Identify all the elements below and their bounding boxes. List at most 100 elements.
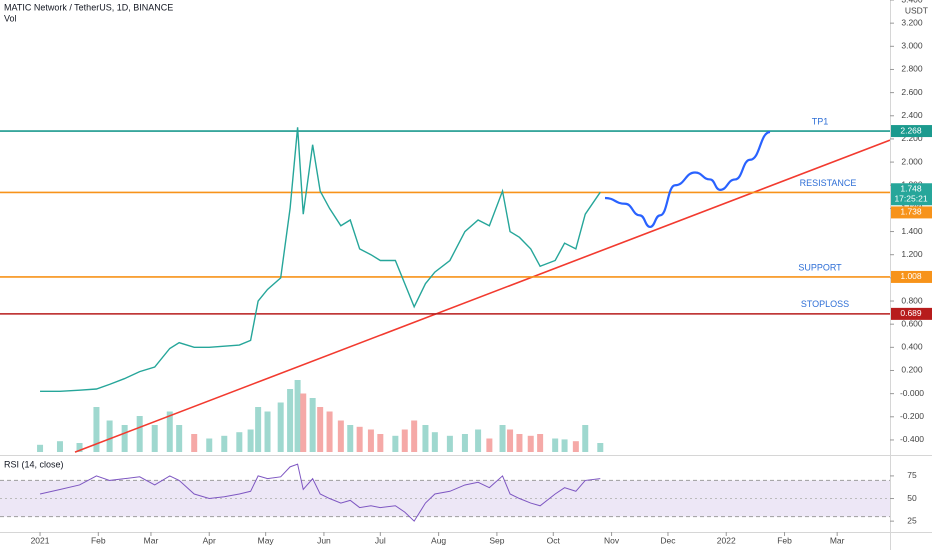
volume-bar [392, 435, 399, 452]
volume-bar [356, 426, 363, 452]
last-price-box [891, 183, 932, 206]
volume-bar [309, 398, 316, 452]
y-tick-label: 2.000 [901, 156, 923, 166]
volume-bar [507, 429, 514, 452]
volume-bar [461, 434, 468, 452]
level-price-box [891, 307, 932, 320]
y-tick-label: 2.600 [901, 87, 923, 97]
y-tick-label: -0.000 [900, 388, 924, 398]
chart-title: MATIC Network / TetherUS, 1D, BINANCE [4, 2, 173, 12]
y-tick-label: -0.400 [900, 434, 924, 444]
volume-bar [537, 434, 544, 452]
volume-bar [236, 432, 243, 452]
volume-bar [317, 407, 324, 452]
y-tick-label: 1.400 [901, 226, 923, 236]
y-tick-label: 2.200 [901, 133, 923, 143]
x-tick-label: Mar [144, 535, 159, 545]
volume-bar [264, 411, 271, 452]
y-tick-label: 3.000 [901, 41, 923, 51]
x-tick-label: 2022 [717, 535, 736, 545]
volume-bar [37, 444, 44, 452]
rsi-tick-label: 75 [907, 470, 917, 480]
volume-bar [367, 429, 374, 452]
rsi-tick-label: 25 [907, 515, 917, 525]
volume-bar [294, 380, 301, 452]
countdown-label: 17:25:21 [894, 194, 927, 204]
volume-bar [486, 438, 493, 452]
y-tick-label: 2.800 [901, 64, 923, 74]
x-tick-label: Jun [317, 535, 331, 545]
y-tick-label: 0.200 [901, 365, 923, 375]
y-tick-label: -0.200 [900, 411, 924, 421]
volume-bar [76, 443, 83, 452]
level-label: STOPLOSS [801, 299, 849, 309]
x-tick-label: Jul [375, 535, 386, 545]
x-tick-label: Feb [91, 535, 106, 545]
volume-bar [326, 411, 333, 452]
rsi-line [39, 463, 601, 522]
projection-curve [604, 130, 771, 229]
currency-label: USDT [905, 5, 928, 15]
volume-bar [121, 425, 128, 452]
x-tick-label: Sep [489, 535, 504, 545]
volume-bar [337, 420, 344, 452]
level-label: TP1 [812, 116, 829, 126]
volume-bar [475, 429, 482, 452]
y-tick-label: 3.400 [901, 0, 923, 4]
level-label: SUPPORT [798, 262, 842, 272]
volume-bar [191, 434, 198, 452]
volume-bar [347, 425, 354, 452]
x-tick-label: Mar [830, 535, 845, 545]
volume-bar [552, 438, 559, 452]
level-price-label: 1.008 [900, 271, 922, 281]
volume-bar [499, 425, 506, 452]
x-tick-label: Feb [777, 535, 792, 545]
x-tick-label: Aug [431, 535, 446, 545]
volume-bar [377, 434, 384, 452]
volume-bar [247, 429, 254, 452]
price-pane [0, 127, 891, 453]
volume-bar [136, 416, 143, 452]
volume-bar [206, 438, 213, 452]
volume-bar [572, 441, 579, 452]
level-label: RESISTANCE [800, 178, 857, 188]
level-price-box [891, 206, 932, 219]
volume-bar [176, 425, 183, 452]
volume-bar [431, 432, 438, 452]
x-tick-label: Oct [547, 535, 561, 545]
volume-bar [597, 443, 604, 452]
level-price-box [891, 125, 932, 138]
x-tick-label: Apr [203, 535, 216, 545]
volume-bar [106, 420, 113, 452]
volume-bar [422, 425, 429, 452]
volume-bar [151, 425, 158, 452]
volume-bar [287, 389, 294, 452]
volume-bar [446, 435, 453, 452]
y-tick-label: 0.600 [901, 318, 923, 328]
y-tick-label: 2.400 [901, 110, 923, 120]
volume-bar [93, 407, 100, 452]
x-tick-label: Nov [604, 535, 620, 545]
level-price-label: 0.689 [900, 308, 922, 318]
volume-bar [582, 425, 589, 452]
volume-bar [56, 441, 63, 452]
y-tick-label: 0.800 [901, 295, 923, 305]
x-tick-label: Dec [660, 535, 676, 545]
level-price-label: 1.738 [900, 207, 922, 217]
rsi-title: RSI (14, close) [4, 459, 64, 469]
x-tick-label: 2021 [31, 535, 50, 545]
volume-bar [277, 402, 284, 452]
volume-bar [221, 435, 228, 452]
volume-bar [300, 393, 307, 452]
level-price-box [891, 270, 932, 283]
x-tick-label: May [258, 535, 275, 545]
volume-bar [411, 420, 418, 452]
volume-label: Vol [4, 13, 17, 23]
y-tick-label: 3.200 [901, 17, 923, 27]
volume-bar [527, 435, 534, 452]
volume-bar [561, 439, 568, 452]
level-price-label: 2.268 [900, 125, 922, 135]
price-line [40, 127, 601, 393]
